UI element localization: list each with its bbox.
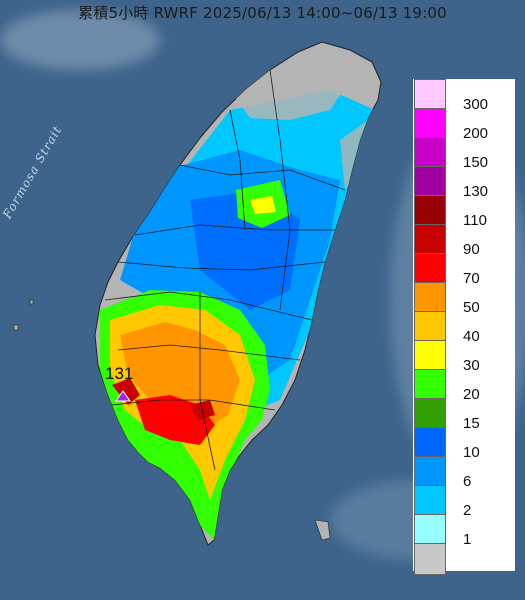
legend-swatch xyxy=(414,195,446,227)
legend-swatch xyxy=(414,137,446,169)
legend-label: 1 xyxy=(463,531,472,548)
legend-label: 130 xyxy=(463,183,489,200)
rain-90-area-peak xyxy=(112,378,140,405)
legend-swatch xyxy=(414,514,446,546)
map-title: 累積5小時 RWRF 2025/06/13 14:00~06/13 19:00 xyxy=(78,4,447,22)
legend-swatch xyxy=(414,456,446,488)
legend-label: 20 xyxy=(463,386,480,403)
legend-swatch xyxy=(414,224,446,256)
outlying-islands xyxy=(13,299,331,541)
legend-swatch xyxy=(414,311,446,343)
peak-value-label: 131 xyxy=(105,364,134,383)
triangle-marker-icon xyxy=(115,390,131,402)
rain-30-area-central xyxy=(250,196,276,214)
legend-swatch xyxy=(414,282,446,314)
legend-swatch xyxy=(414,253,446,285)
legend-swatch xyxy=(414,340,446,372)
legend-swatch xyxy=(414,79,446,111)
legend-label: 15 xyxy=(463,415,480,432)
rainfall-field xyxy=(100,60,375,540)
legend-label: 90 xyxy=(463,241,480,258)
legend-label: 6 xyxy=(463,473,472,490)
legend-swatch xyxy=(414,369,446,401)
legend-swatch xyxy=(414,485,446,517)
legend-swatch xyxy=(414,398,446,430)
legend-swatch xyxy=(414,427,446,459)
legend-label: 2 xyxy=(463,502,472,519)
legend-label: 300 xyxy=(463,96,489,113)
legend-label: 50 xyxy=(463,299,480,316)
legend-label: 30 xyxy=(463,357,480,374)
legend-label: 40 xyxy=(463,328,480,345)
legend-label: 150 xyxy=(463,154,489,171)
legend-swatch xyxy=(414,166,446,198)
legend-label: 70 xyxy=(463,270,480,287)
legend-swatch xyxy=(414,543,446,575)
legend-label: 200 xyxy=(463,125,489,142)
county-boundaries xyxy=(104,69,346,471)
legend-swatch xyxy=(414,108,446,140)
legend-label: 110 xyxy=(463,212,487,229)
legend: 300 200 150 130 110 90 70 50 40 30 20 15 10 6 2 1 xyxy=(413,79,515,575)
legend-label: 10 xyxy=(463,444,480,461)
